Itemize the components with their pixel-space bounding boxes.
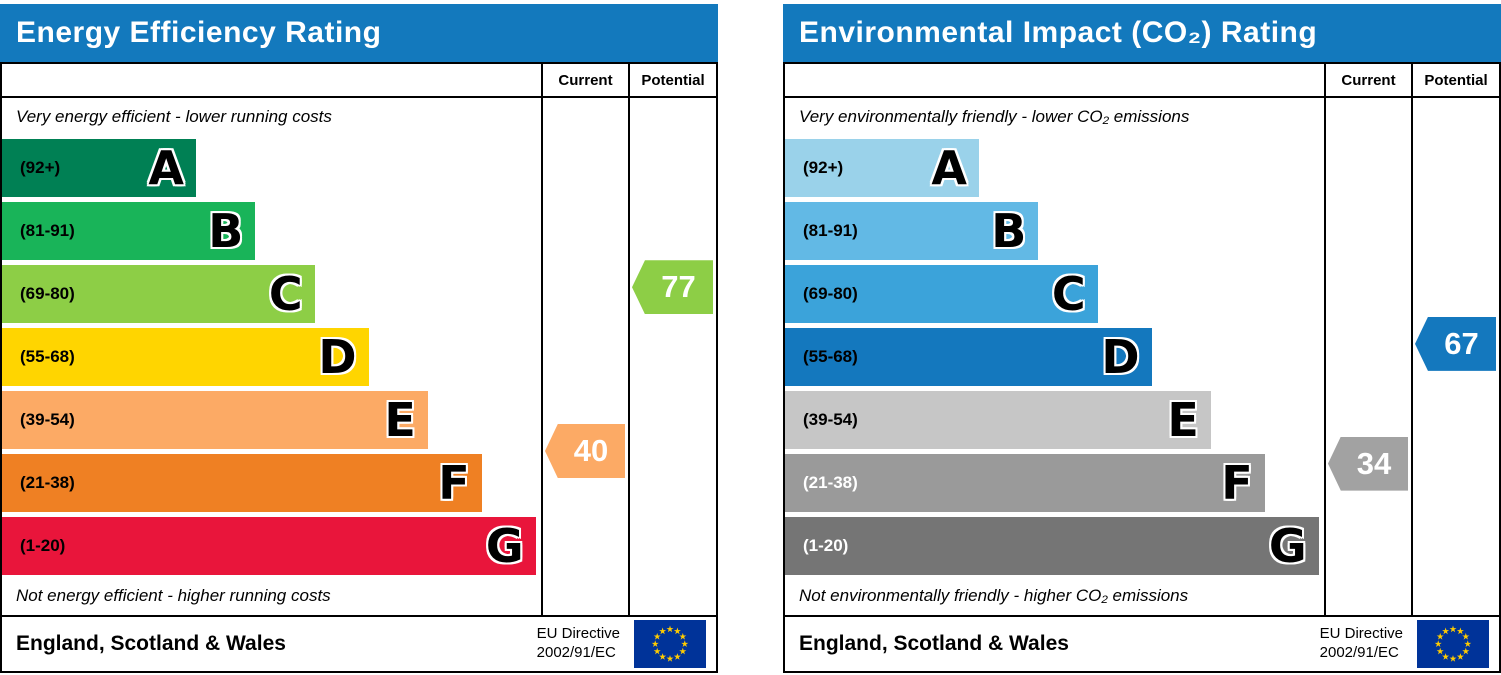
band-range-label: (21-38) [803, 472, 858, 492]
band-range-label: (39-54) [803, 409, 858, 429]
band-bar-g: (1-20) G [785, 516, 1319, 575]
region-label: England, Scotland & Wales [16, 632, 286, 655]
band-bar-a: (92+) A [785, 138, 980, 197]
rating-table: Current Potential Very environmentally f… [783, 62, 1501, 617]
band-row-c: (69-80) C [785, 262, 1324, 325]
current-column: 34 [1324, 98, 1411, 615]
potential-column: 67 [1411, 98, 1499, 615]
current-column-header: Current [1324, 64, 1411, 98]
current-rating-value: 34 [1356, 445, 1392, 481]
environmental-impact-chart: Environmental Impact (CO₂) Rating Curren… [783, 4, 1501, 673]
potential-column-header: Potential [1411, 64, 1499, 98]
band-row-f: (21-38) F [785, 451, 1324, 514]
band-row-c: (69-80) C [2, 262, 541, 325]
potential-rating-value: 77 [661, 269, 696, 305]
band-letter: A [148, 140, 185, 195]
band-letter: E [1167, 392, 1199, 447]
band-letter: B [991, 203, 1027, 258]
band-bar-b: (81-91) B [2, 201, 256, 260]
band-row-a: (92+) A [785, 136, 1324, 199]
band-bar-e: (39-54) E [785, 390, 1211, 449]
table-corner [2, 64, 541, 98]
band-letter: E [384, 392, 416, 447]
band-row-d: (55-68) D [785, 325, 1324, 388]
potential-rating-arrow: 77 [632, 260, 713, 315]
chart-title: Energy Efficiency Rating [0, 4, 718, 62]
eu-flag-icon [1417, 620, 1489, 668]
band-letter: D [1101, 329, 1140, 384]
band-row-d: (55-68) D [2, 325, 541, 388]
band-range-label: (21-38) [20, 472, 75, 492]
chart-footer: England, Scotland & Wales EU Directive 2… [783, 615, 1501, 673]
bottom-note: Not energy efficient - higher running co… [16, 586, 331, 605]
band-range-label: (69-80) [803, 283, 858, 303]
band-row-b: (81-91) B [2, 199, 541, 262]
band-letter: F [438, 455, 470, 510]
band-letter: C [1051, 266, 1086, 321]
bands-area: Very environmentally friendly - lower CO… [785, 98, 1324, 615]
band-range-label: (39-54) [20, 409, 75, 429]
band-range-label: (92+) [20, 157, 61, 177]
current-column-header: Current [541, 64, 628, 98]
potential-rating-value: 67 [1444, 325, 1479, 361]
potential-column: 77 [628, 98, 716, 615]
band-range-label: (55-68) [20, 346, 75, 366]
eu-directive-label: EU Directive 2002/91/EC [536, 625, 620, 661]
top-note: Very environmentally friendly - lower CO… [799, 107, 1190, 126]
band-range-label: (55-68) [803, 346, 858, 366]
band-bar-e: (39-54) E [2, 390, 428, 449]
bottom-note: Not environmentally friendly - higher CO… [799, 586, 1189, 605]
band-range-label: (92+) [803, 157, 844, 177]
bands-area: Very energy efficient - lower running co… [2, 98, 541, 615]
band-bar-f: (21-38) F [2, 453, 482, 512]
current-column: 40 [541, 98, 628, 615]
band-letter: B [208, 203, 244, 258]
band-bar-d: (55-68) D [2, 327, 369, 386]
band-row-b: (81-91) B [785, 199, 1324, 262]
eu-directive-label: EU Directive 2002/91/EC [1319, 625, 1403, 661]
band-row-g: (1-20) G [2, 514, 541, 577]
band-letter: A [931, 140, 968, 195]
band-letter: F [1221, 455, 1253, 510]
band-range-label: (1-20) [20, 535, 66, 555]
band-range-label: (1-20) [803, 535, 849, 555]
band-letter: G [1268, 518, 1307, 573]
potential-column-header: Potential [628, 64, 716, 98]
current-rating-arrow: 40 [545, 424, 625, 478]
band-range-label: (81-91) [803, 220, 858, 240]
band-letter: G [485, 518, 524, 573]
band-bar-c: (69-80) C [2, 264, 315, 323]
rating-table: Current Potential Very energy efficient … [0, 62, 718, 617]
potential-rating-arrow: 67 [1415, 316, 1496, 371]
band-row-a: (92+) A [2, 136, 541, 199]
band-bar-a: (92+) A [2, 138, 197, 197]
band-bar-f: (21-38) F [785, 453, 1265, 512]
band-letter: D [318, 329, 357, 384]
energy-efficiency-chart: Energy Efficiency Rating Current Potenti… [0, 4, 718, 673]
band-letter: C [268, 266, 303, 321]
band-bar-d: (55-68) D [785, 327, 1152, 386]
band-row-e: (39-54) E [2, 388, 541, 451]
current-rating-arrow: 34 [1328, 436, 1408, 491]
band-bar-c: (69-80) C [785, 264, 1098, 323]
band-bar-b: (81-91) B [785, 201, 1039, 260]
band-row-g: (1-20) G [785, 514, 1324, 577]
current-rating-value: 40 [573, 433, 609, 468]
chart-title: Environmental Impact (CO₂) Rating [783, 4, 1501, 62]
chart-footer: England, Scotland & Wales EU Directive 2… [0, 615, 718, 673]
band-row-e: (39-54) E [785, 388, 1324, 451]
eu-flag-icon [634, 620, 706, 668]
band-range-label: (81-91) [20, 220, 75, 240]
band-range-label: (69-80) [20, 283, 75, 303]
band-row-f: (21-38) F [2, 451, 541, 514]
top-note: Very energy efficient - lower running co… [16, 107, 332, 126]
region-label: England, Scotland & Wales [799, 632, 1069, 655]
table-corner [785, 64, 1324, 98]
band-bar-g: (1-20) G [2, 516, 536, 575]
